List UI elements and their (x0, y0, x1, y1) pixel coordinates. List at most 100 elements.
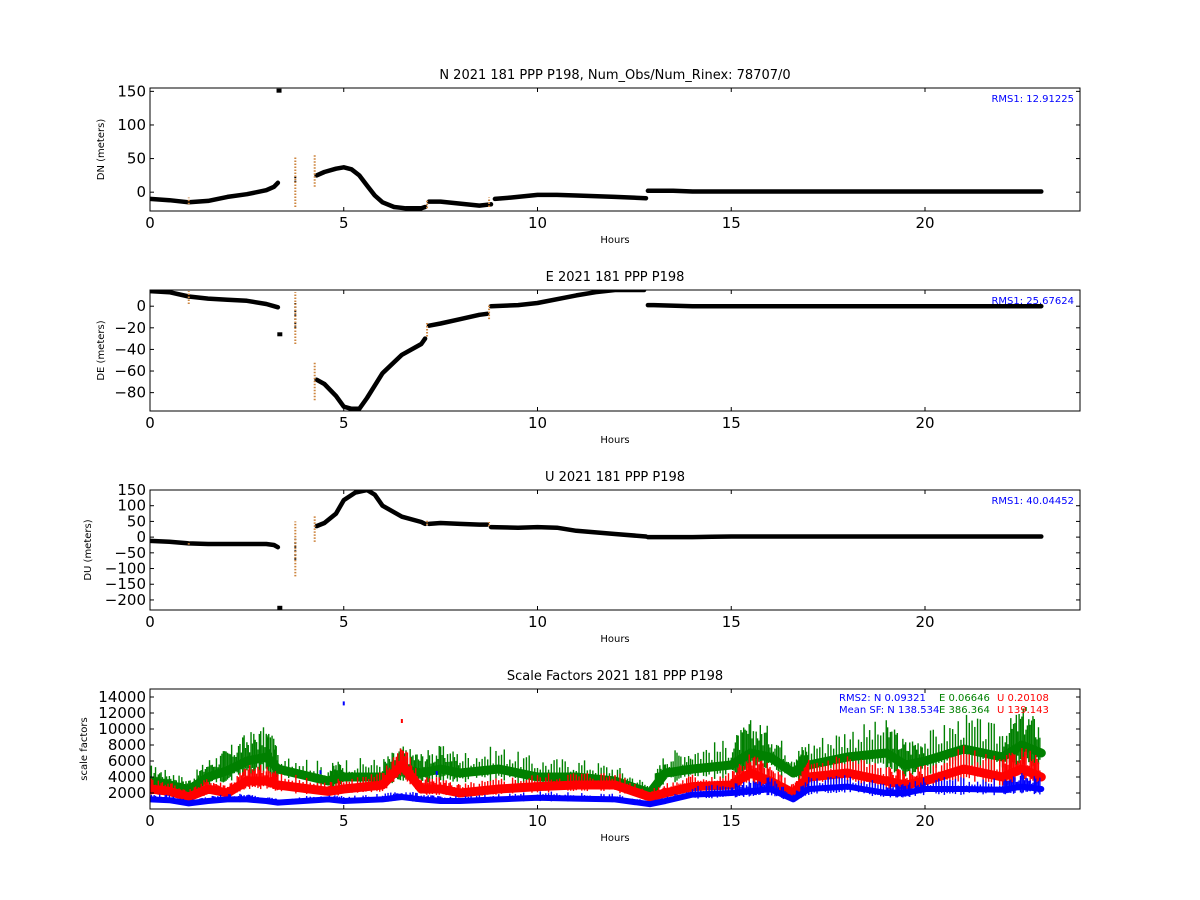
chart-title: U 2021 181 PPP P198 (545, 470, 685, 485)
stats-annotation: Mean SF: N 138.534 (839, 705, 939, 716)
data-series-line (426, 311, 490, 328)
data-series-line (492, 192, 649, 202)
y-tick-label: 50 (127, 512, 146, 530)
y-axis-label: DN (meters) (96, 119, 107, 181)
x-tick-label: 0 (145, 214, 155, 232)
y-tick-label: 0 (136, 183, 146, 201)
x-tick-label: 15 (722, 812, 741, 830)
x-tick-label: 0 (145, 812, 155, 830)
rms-annotation: RMS1: 25.67624 (991, 296, 1074, 307)
x-axis-label: Hours (600, 435, 629, 446)
data-series-line (150, 180, 281, 205)
y-tick-label: 8000 (108, 736, 146, 754)
y-tick-label: −50 (114, 544, 146, 562)
axes-frame (149, 688, 1081, 810)
data-point (277, 605, 283, 610)
stats-annotation: RMS2: N 0.09321 (839, 693, 926, 704)
x-axis-label: Hours (600, 833, 629, 844)
chart-title: E 2021 181 PPP P198 (546, 270, 685, 285)
y-tick-label: 50 (127, 150, 146, 168)
data-series-line (488, 290, 647, 309)
y-tick-label: 150 (117, 82, 146, 100)
y-axis-label: DE (meters) (96, 320, 107, 380)
chart-title: Scale Factors 2021 181 PPP P198 (507, 669, 723, 684)
plot-area (150, 290, 1044, 411)
x-tick-label: 20 (915, 414, 934, 432)
data-series-line (314, 165, 428, 211)
y-tick-label: 4000 (108, 768, 146, 786)
x-tick-label: 5 (339, 414, 349, 432)
y-tick-label: 14000 (98, 688, 146, 706)
y-tick-label: 0 (136, 297, 146, 315)
y-tick-label: 6000 (108, 752, 146, 770)
x-tick-label: 0 (145, 414, 155, 432)
y-tick-label: −20 (114, 319, 146, 337)
data-series-line (426, 520, 490, 527)
data-series-line (645, 534, 1044, 540)
stats-annotation: E 386.364 (939, 705, 990, 716)
x-tick-label: 10 (528, 613, 547, 631)
stats-annotation: U 0.20108 (997, 693, 1049, 704)
data-series-line (426, 199, 494, 208)
data-series-line (488, 524, 649, 539)
x-tick-label: 5 (339, 613, 349, 631)
x-tick-label: 10 (528, 812, 547, 830)
x-tick-label: 20 (915, 613, 934, 631)
x-tick-label: 20 (915, 214, 934, 232)
data-point (435, 771, 438, 775)
axes-frame (149, 289, 1081, 412)
plot-area (150, 88, 1044, 211)
data-series-line (150, 290, 281, 310)
axes-frame (149, 87, 1081, 212)
x-tick-label: 15 (722, 214, 741, 232)
y-tick-label: −60 (114, 362, 146, 380)
y-tick-label: −150 (105, 575, 146, 593)
chart-title: N 2021 181 PPP P198, Num_Obs/Num_Rinex: … (439, 68, 790, 83)
data-series-line (645, 302, 1044, 309)
rms-annotation: RMS1: 40.04452 (991, 496, 1074, 507)
y-tick-label: 10000 (98, 720, 146, 738)
y-tick-label: −100 (105, 560, 146, 578)
x-tick-label: 0 (145, 613, 155, 631)
data-series-line (150, 538, 281, 550)
panel-2: 0 5 10 15 20 0 −20 −40 −60 −80 E 2021 181 PPP P198… (96, 270, 1081, 446)
data-point (400, 719, 403, 723)
plot-area (150, 701, 1046, 808)
data-point (319, 770, 322, 775)
x-tick-label: 5 (339, 214, 349, 232)
x-tick-label: 20 (915, 812, 934, 830)
y-tick-label: −40 (114, 340, 146, 358)
y-tick-label: −200 (105, 591, 146, 609)
data-point (277, 332, 283, 337)
y-axis-label: DU (meters) (83, 519, 94, 580)
x-axis-label: Hours (600, 634, 629, 645)
x-axis-label: Hours (600, 235, 629, 246)
plot-area (150, 490, 1044, 610)
data-series-line (314, 490, 428, 529)
y-tick-label: −80 (114, 384, 146, 402)
y-tick-label: 12000 (98, 704, 146, 722)
data-point (342, 701, 345, 706)
x-tick-label: 10 (528, 414, 547, 432)
rms-annotation: RMS1: 12.91225 (991, 94, 1074, 105)
axes-frame (149, 489, 1081, 611)
stats-annotation: U 139.143 (997, 705, 1049, 716)
y-axis-label: scale factors (79, 717, 90, 780)
x-tick-label: 15 (722, 414, 741, 432)
stats-annotation: E 0.06646 (939, 693, 990, 704)
panel-1: 0 5 10 15 20 0 50 100 150 N 2021 181 PPP P198, Nu… (96, 68, 1081, 246)
data-series-line (314, 336, 428, 411)
x-tick-label: 10 (528, 214, 547, 232)
y-tick-label: 100 (117, 116, 146, 134)
y-tick-label: 0 (136, 528, 146, 546)
y-tick-label: 100 (117, 497, 146, 515)
x-tick-label: 15 (722, 613, 741, 631)
data-series-line (645, 188, 1044, 194)
x-tick-label: 5 (339, 812, 349, 830)
y-tick-label: 2000 (108, 784, 146, 802)
data-point (1024, 707, 1027, 711)
data-point (276, 88, 282, 93)
